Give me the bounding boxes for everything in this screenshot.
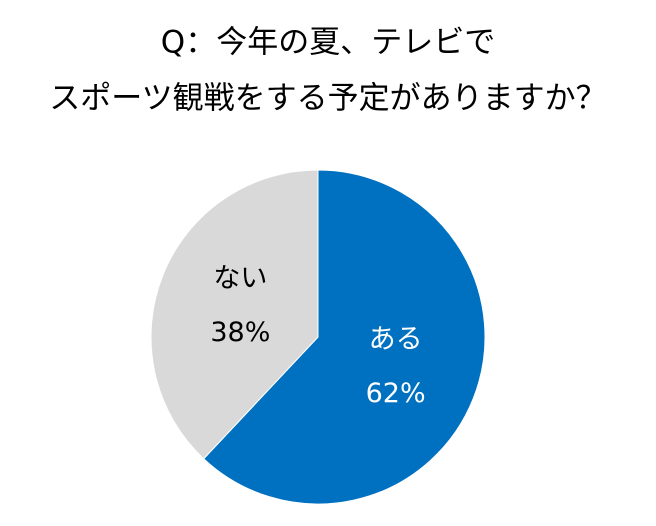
slice-category-label: ある <box>369 324 423 355</box>
pie-slice <box>202 169 486 505</box>
pie-slice <box>150 169 319 460</box>
chart-title: スポーツ観戦をする予定がありますか？ <box>49 81 606 117</box>
slice-category-label: ない <box>213 263 267 294</box>
slice-value-label: 38% <box>210 317 270 348</box>
slice-value-label: 62% <box>366 378 426 409</box>
chart-title: Q：今年の夏、テレビで <box>161 25 495 61</box>
